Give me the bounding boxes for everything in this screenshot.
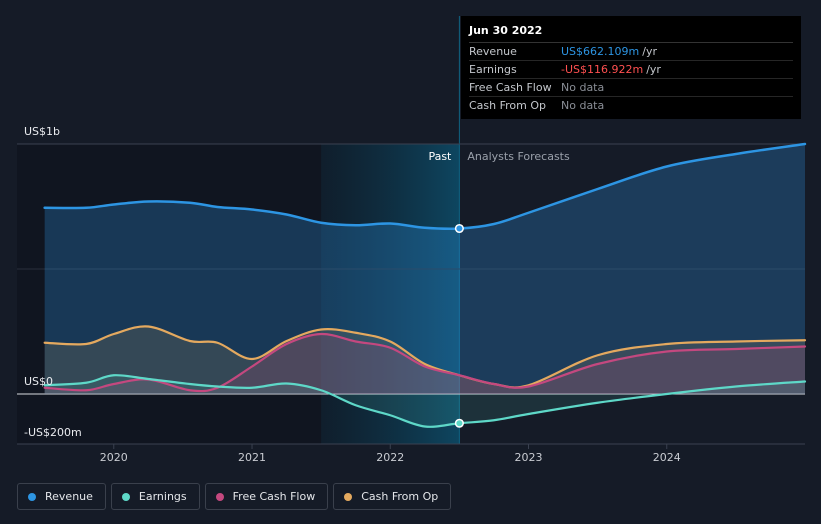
tooltip-unit: /yr [642,45,657,58]
legend-label: Earnings [138,490,187,503]
tooltip-value: -US$116.922m [561,63,644,76]
y-label-bottom: -US$200m [24,426,82,439]
tooltip-row-cash-from-op: Cash From Op No data [469,98,793,114]
tooltip-value: US$662.109m [561,45,640,58]
x-tick-label: 2024 [653,451,681,464]
tooltip-label: Earnings [469,63,517,76]
tooltip-value: No data [561,99,605,112]
region-label-past: Past [428,150,452,163]
y-label-top: US$1b [24,125,60,138]
tooltip-row-revenue: Revenue US$662.109m /yr [469,44,793,61]
series-line-revenue [43,142,807,231]
x-tick-label: 2023 [515,451,543,464]
series-line-earnings [43,374,807,428]
legend-dot-icon [121,492,130,501]
legend-dot-icon [215,492,224,501]
legend-item-cash-from-op[interactable]: Cash From Op [333,483,452,510]
tooltip-value: No data [561,81,605,94]
tooltip-date: Jun 30 2022 [469,24,793,43]
data-tooltip: Jun 30 2022 Revenue US$662.109m /yr Earn… [461,16,801,119]
tooltip-unit: /yr [646,63,661,76]
tooltip-label: Cash From Op [469,99,547,112]
series-area-revenue [44,144,806,394]
tooltip-label: Revenue [469,45,517,58]
x-tick-label: 2022 [376,451,404,464]
legend-item-earnings[interactable]: Earnings [110,483,200,510]
legend-item-free-cash-flow[interactable]: Free Cash Flow [204,483,329,510]
tooltip-label: Free Cash Flow [469,81,552,94]
legend-dot-icon [28,492,36,501]
series-line-cash-from-op [43,325,807,389]
legend-label: Cash From Op [361,490,439,503]
legend-dot-icon [344,492,353,501]
tooltip-row-earnings: Earnings -US$116.922m /yr [469,62,793,79]
legend-label: Free Cash Flow [232,490,316,503]
tooltip-row-free-cash-flow: Free Cash Flow No data [469,80,793,97]
y-label-zero: US$0 [24,375,53,388]
marker-revenue [454,223,464,234]
legend-label: Revenue [45,490,93,503]
region-label-forecast: Analysts Forecasts [467,150,570,163]
chart-legend: Revenue Earnings Free Cash Flow Cash Fro… [17,483,452,510]
x-tick-label: 2021 [238,451,266,464]
marker-earnings [454,418,464,428]
legend-item-revenue[interactable]: Revenue [17,483,106,510]
x-tick-label: 2020 [100,451,128,464]
